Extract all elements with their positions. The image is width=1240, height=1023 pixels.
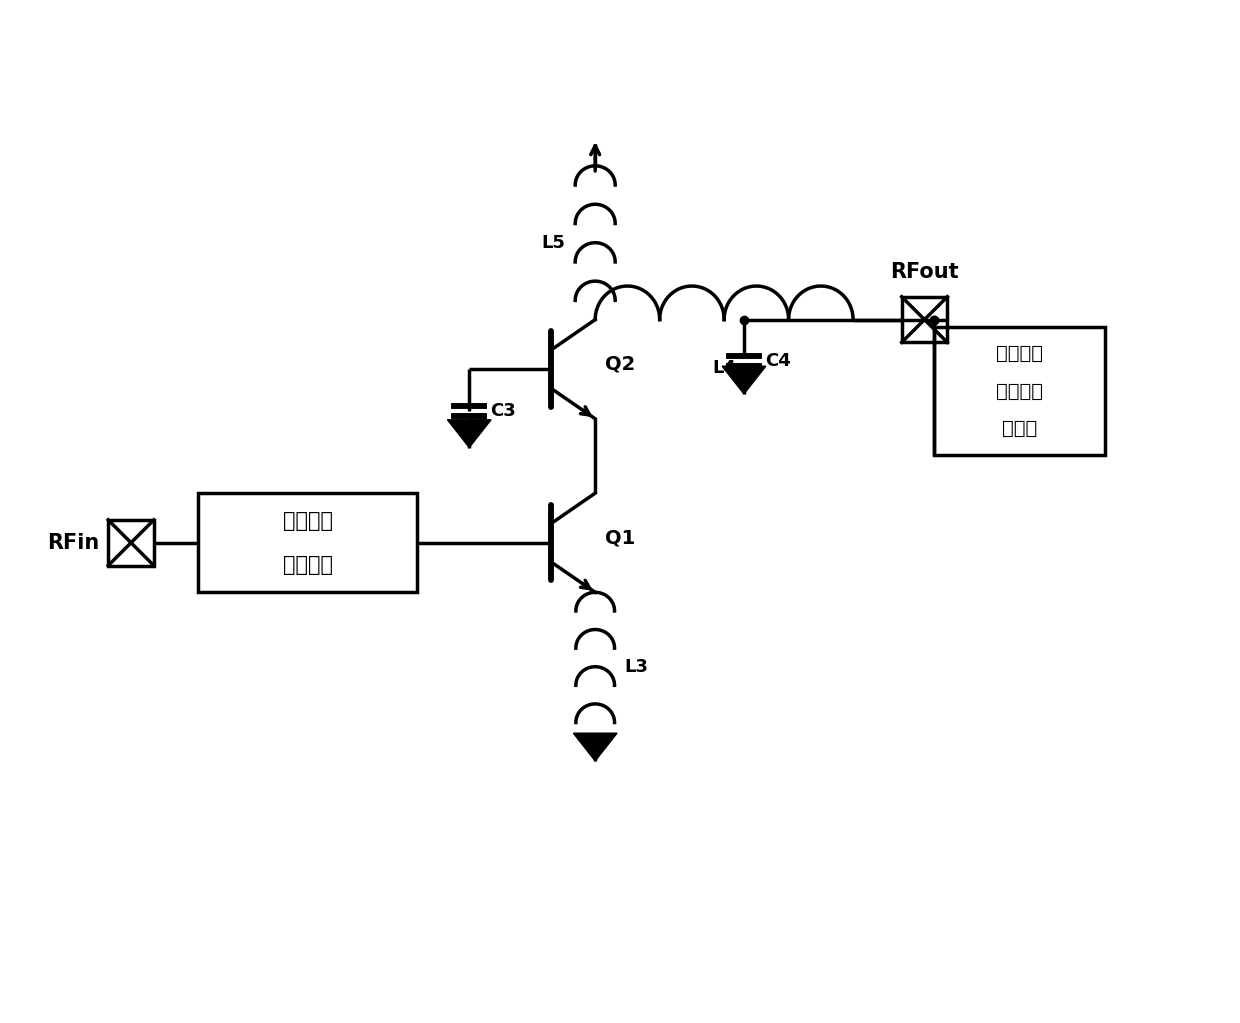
Bar bbox=[935, 326, 1105, 455]
Text: 宽带噪声: 宽带噪声 bbox=[283, 510, 332, 531]
Text: C3: C3 bbox=[490, 402, 516, 419]
Bar bbox=[198, 493, 417, 592]
Text: 输出选频: 输出选频 bbox=[996, 382, 1043, 400]
Polygon shape bbox=[573, 733, 618, 761]
Text: 网络图: 网络图 bbox=[1002, 419, 1038, 438]
Text: RFin: RFin bbox=[47, 533, 99, 552]
Text: C4: C4 bbox=[765, 352, 791, 370]
Bar bbox=[108, 520, 154, 566]
Text: RFout: RFout bbox=[890, 262, 959, 282]
Bar bbox=[901, 297, 947, 343]
Text: L5: L5 bbox=[542, 233, 565, 252]
Text: L3: L3 bbox=[625, 658, 649, 676]
Text: 匹配网络: 匹配网络 bbox=[283, 554, 332, 575]
Text: Q1: Q1 bbox=[605, 528, 635, 547]
Polygon shape bbox=[722, 366, 766, 394]
Text: Q2: Q2 bbox=[605, 355, 635, 373]
Text: 开关电容: 开关电容 bbox=[996, 344, 1043, 363]
Polygon shape bbox=[448, 419, 491, 447]
Text: L4: L4 bbox=[712, 359, 737, 377]
